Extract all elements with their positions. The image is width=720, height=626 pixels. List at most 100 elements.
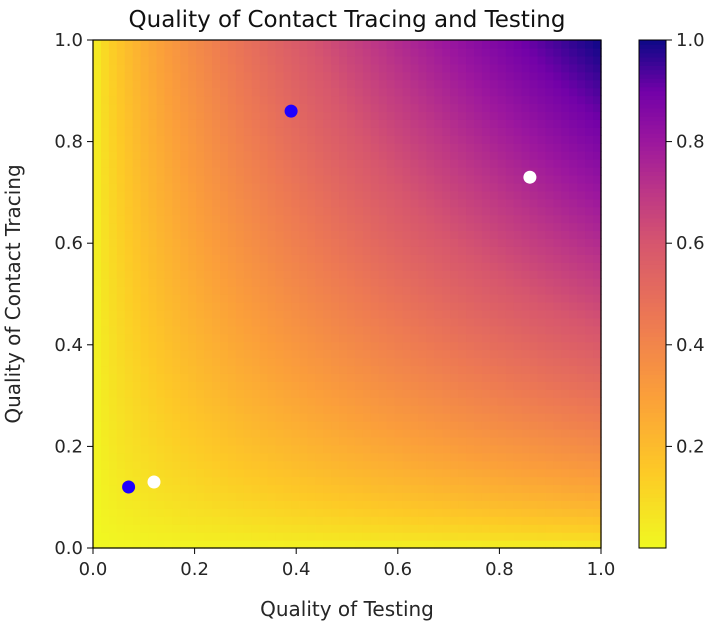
heatmap-cell (354, 190, 364, 200)
heatmap-cell (243, 182, 253, 192)
heatmap-cell (529, 349, 539, 359)
heatmap-cell (180, 230, 189, 240)
heatmap-cell (466, 381, 475, 390)
heatmap-cell (188, 381, 197, 390)
heatmap-cell (426, 206, 435, 216)
heatmap-cell (370, 214, 380, 224)
heatmap-cell (569, 246, 578, 255)
heatmap-cell (323, 325, 332, 335)
heatmap-cell (458, 214, 467, 224)
heatmap-cell (394, 333, 404, 343)
heatmap-cell (140, 508, 150, 517)
heatmap-cell (307, 484, 316, 494)
heatmap-cell (140, 151, 150, 160)
heatmap-cell (259, 500, 269, 509)
heatmap-cell (497, 468, 507, 478)
heatmap-cell (505, 254, 515, 263)
heatmap-cell (196, 47, 205, 57)
heatmap-cell (204, 436, 213, 446)
heatmap-cell (497, 151, 507, 160)
heatmap-cell (347, 301, 356, 311)
heatmap-cell (362, 159, 372, 168)
heatmap-cell (323, 143, 332, 152)
heatmap-cell (585, 159, 594, 168)
heatmap-cell (577, 286, 586, 295)
heatmap-cell (132, 357, 142, 367)
heatmap-cell (267, 111, 277, 120)
colorbar-tick-label: 0.8 (676, 132, 705, 153)
heatmap-cell (466, 47, 475, 57)
heatmap-cell (434, 468, 443, 478)
heatmap-cell (489, 476, 499, 486)
heatmap-cell (450, 40, 459, 49)
heatmap-cell (593, 341, 602, 351)
heatmap-cell (204, 127, 213, 136)
heatmap-cell (418, 365, 427, 374)
heatmap-cell (235, 476, 245, 486)
heatmap-cell (140, 325, 150, 335)
heatmap-cell (220, 206, 229, 216)
heatmap-cell (347, 159, 356, 168)
heatmap-cell (291, 119, 300, 128)
heatmap-cell (497, 294, 507, 303)
heatmap-cell (196, 286, 205, 295)
heatmap-cell (505, 198, 515, 208)
heatmap-cell (180, 238, 189, 247)
heatmap-cell (204, 397, 213, 406)
heatmap-cell (235, 325, 245, 335)
heatmap-cell (347, 405, 356, 414)
heatmap-cell (188, 476, 197, 486)
heatmap-cell (593, 524, 602, 533)
heatmap-cell (450, 540, 459, 549)
heatmap-cell (354, 325, 364, 335)
heatmap-cell (386, 389, 396, 398)
heatmap-cell (466, 40, 475, 49)
heatmap-cell (513, 428, 523, 438)
heatmap-cell (362, 246, 372, 255)
heatmap-cell (251, 436, 261, 446)
heatmap-cell (553, 111, 562, 120)
heatmap-cell (521, 349, 531, 359)
heatmap-cell (164, 246, 173, 255)
heatmap-cell (354, 119, 364, 128)
heatmap-cell (212, 206, 221, 216)
heatmap-cell (204, 476, 213, 486)
heatmap-cell (227, 333, 237, 343)
heatmap-cell (386, 254, 396, 263)
heatmap-cell (148, 206, 158, 216)
heatmap-cell (347, 381, 356, 390)
heatmap-cell (180, 492, 189, 501)
heatmap-cell (386, 47, 396, 57)
heatmap-cell (180, 468, 189, 478)
heatmap-cell (474, 63, 483, 73)
heatmap-cell (267, 508, 277, 517)
heatmap-cell (434, 151, 443, 160)
heatmap-cell (291, 452, 300, 462)
heatmap-cell (497, 476, 507, 486)
heatmap-cell (481, 206, 491, 216)
heatmap-cell (569, 476, 578, 486)
heatmap-cell (521, 301, 531, 311)
heatmap-cell (93, 349, 102, 359)
heatmap-cell (108, 516, 118, 525)
heatmap-cell (283, 159, 293, 168)
heatmap-cell (394, 87, 404, 97)
heatmap-cell (347, 309, 356, 319)
heatmap-cell (354, 222, 364, 232)
heatmap-cell (315, 428, 324, 438)
heatmap-cell (275, 389, 285, 398)
heatmap-cell (132, 262, 142, 271)
heatmap-cell (481, 444, 491, 454)
heatmap-cell (339, 389, 348, 398)
colorbar-cell (639, 264, 666, 270)
heatmap-cell (204, 55, 213, 65)
heatmap-cell (267, 71, 277, 81)
heatmap-cell (474, 508, 483, 517)
heatmap-cell (497, 341, 507, 351)
heatmap-cell (180, 373, 189, 382)
heatmap-cell (497, 246, 507, 255)
heatmap-cell (521, 40, 531, 49)
heatmap-cell (156, 341, 166, 351)
heatmap-cell (354, 278, 364, 287)
colorbar-frame (638, 39, 667, 549)
